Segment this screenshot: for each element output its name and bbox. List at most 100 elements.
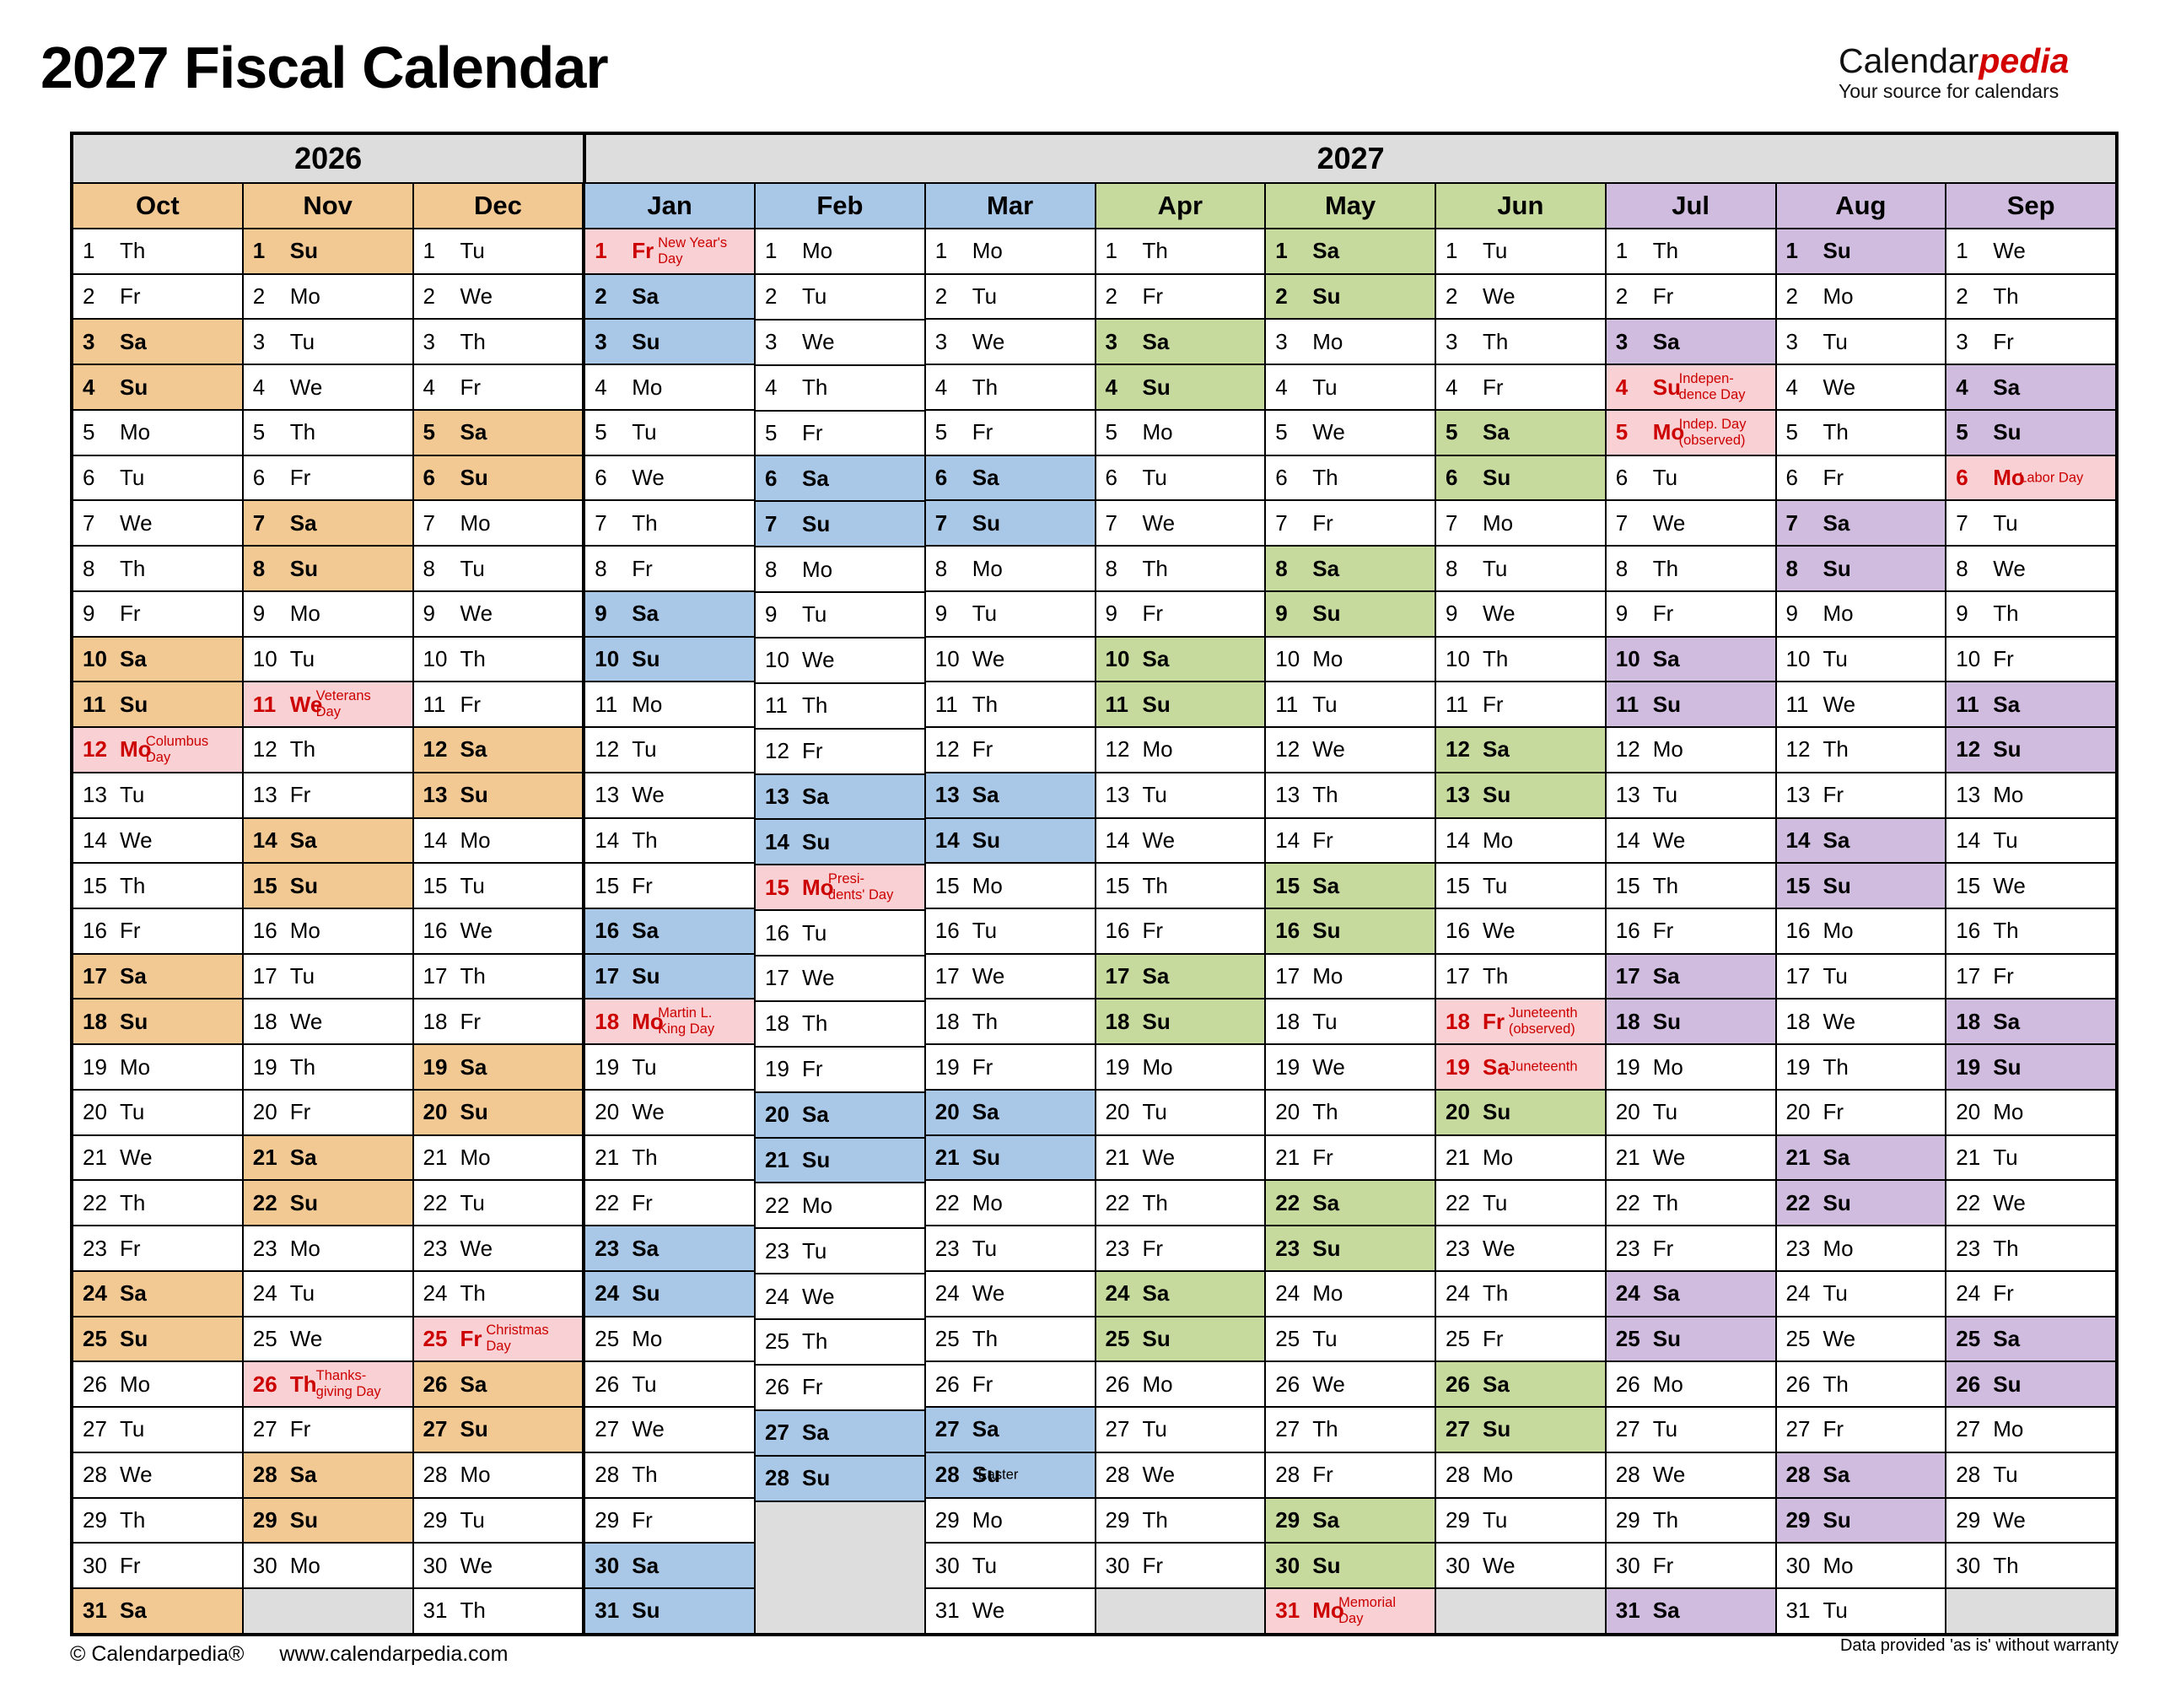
day-number: 11 — [934, 691, 958, 717]
day-cell-jul-6: 6 Tu — [1606, 455, 1775, 502]
day-number: 20 — [595, 1099, 620, 1125]
weekday-label: Mo — [1312, 1280, 1343, 1307]
logo-tagline: Your source for calendars — [1839, 80, 2059, 102]
weekday-label: Fr — [632, 238, 654, 264]
day-number: 27 — [83, 1416, 107, 1442]
day-cell-aug-1: 1 Su — [1776, 229, 1946, 275]
month-header-row: Oct Nov Dec Jan Feb Mar Apr May Jun Jul Aug Sep — [73, 184, 2115, 229]
day-number: 30 — [934, 1552, 960, 1578]
day-cell-apr-4: 4 Su — [1096, 365, 1265, 411]
weekday-label: Su — [1142, 1008, 1171, 1034]
day-number: 22 — [252, 1189, 277, 1215]
day-cell-jan-4: 4 Mo — [585, 365, 754, 411]
day-number: 8 — [1446, 555, 1458, 581]
day-cell-mar-30: 30 Tu — [925, 1544, 1095, 1590]
weekday-label: Su — [972, 827, 1000, 853]
day-cell-sep-3: 3 Fr — [1946, 320, 2115, 366]
day-cell-aug-25: 25 We — [1776, 1317, 1946, 1363]
weekday-label: Mo — [1142, 1053, 1173, 1080]
weekday-label: We — [632, 1099, 665, 1125]
day-cell-apr-1: 1 Th — [1096, 229, 1265, 275]
weekday-label: Th — [1652, 1506, 1679, 1533]
empty-cell-feb — [756, 1501, 924, 1634]
day-cell-aug-27: 27 Fr — [1776, 1408, 1946, 1453]
day-number: 24 — [595, 1280, 620, 1307]
day-number: 17 — [1785, 963, 1811, 989]
weekday-label: Sa — [1483, 1053, 1510, 1080]
weekday-label: We — [460, 283, 493, 310]
day-number: 22 — [423, 1189, 448, 1215]
day-cell-may-13: 13 Th — [1266, 773, 1435, 819]
day-number: 9 — [423, 601, 435, 627]
day-cell-jul-4: 4 Su Indepen- dence Day — [1606, 365, 1775, 411]
day-number: 15 — [1785, 872, 1811, 898]
weekday-label: Mo — [1142, 419, 1173, 445]
weekday-label: Su — [1993, 1371, 2022, 1397]
weekday-label: Su — [1142, 1325, 1171, 1351]
day-cell-sep-12: 12 Su — [1946, 728, 2115, 773]
day-number: 4 — [252, 374, 266, 400]
logo-brand: Calendarpedia — [1839, 44, 2142, 78]
weekday-label: Su — [1312, 283, 1341, 310]
day-number: 27 — [1275, 1416, 1300, 1442]
weekday-label: Fr — [120, 918, 141, 944]
day-cell-may-10: 10 Mo — [1266, 637, 1435, 683]
day-number: 25 — [934, 1325, 960, 1351]
day-number: 1 — [252, 238, 266, 264]
weekday-label: We — [1312, 1053, 1345, 1080]
day-cell-jul-22: 22 Th — [1606, 1181, 1775, 1227]
weekday-label: Fr — [1993, 328, 2014, 354]
day-number: 24 — [1615, 1280, 1640, 1307]
day-cell-jun-2: 2 We — [1436, 274, 1605, 321]
day-cell-nov-4: 4 We — [243, 365, 412, 411]
weekday-label: Fr — [1652, 601, 1674, 627]
day-cell-jun-5: 5 Sa — [1436, 410, 1605, 456]
day-number: 19 — [423, 1053, 448, 1080]
day-cell-sep-4: 4 Sa — [1946, 365, 2115, 411]
day-number: 12 — [1956, 736, 1981, 762]
weekday-label: Su — [289, 872, 318, 898]
weekday-label: Tu — [1483, 872, 1508, 898]
footer-url[interactable]: www.calendarpedia.com — [279, 1642, 509, 1666]
holiday-label-dec-25: Christmas Day — [486, 1323, 549, 1355]
day-number: 23 — [1956, 1235, 1981, 1261]
day-cell-aug-28: 28 Sa — [1776, 1452, 1946, 1499]
year-header-row: 2026 2027 — [73, 135, 2115, 184]
day-cell-may-21: 21 Fr — [1266, 1135, 1435, 1182]
weekday-label: Fr — [802, 1056, 823, 1082]
day-number: 30 — [1785, 1552, 1811, 1578]
day-cell-dec-3: 3 Th — [413, 320, 583, 366]
day-cell-sep-19: 19 Su — [1946, 1045, 2115, 1091]
weekday-label: Fr — [120, 601, 141, 627]
weekday-label: Fr — [802, 1374, 823, 1400]
weekday-label: Su — [120, 1325, 148, 1351]
weekday-label: Su — [1142, 691, 1171, 717]
day-cell-may-7: 7 Fr — [1266, 501, 1435, 547]
day-number: 8 — [423, 555, 435, 581]
day-number: 23 — [423, 1235, 448, 1261]
day-number: 29 — [1615, 1506, 1640, 1533]
weekday-label: Sa — [1483, 1371, 1510, 1397]
day-cell-dec-27: 27 Su — [413, 1408, 583, 1453]
day-cell-oct-16: 16 Fr — [73, 909, 242, 955]
day-number: 14 — [1956, 827, 1981, 853]
day-cell-mar-1: 1 Mo — [925, 229, 1095, 275]
day-cell-apr-30: 30 Fr — [1096, 1544, 1265, 1590]
day-number: 18 — [1446, 1008, 1470, 1034]
day-cell-oct-27: 27 Tu — [73, 1408, 242, 1453]
day-number: 3 — [1956, 328, 1968, 354]
weekday-label: Mo — [1822, 283, 1854, 310]
day-cell-sep-23: 23 Th — [1946, 1226, 2115, 1272]
day-number: 6 — [1105, 465, 1117, 491]
weekday-label: Tu — [1142, 782, 1167, 808]
day-number: 10 — [252, 645, 277, 671]
day-cell-may-26: 26 We — [1266, 1362, 1435, 1409]
weekday-label: Sa — [1142, 963, 1170, 989]
day-number: 17 — [1615, 963, 1640, 989]
day-number: 10 — [934, 645, 960, 671]
day-cell-sep-6: 6 Mo Labor Day — [1946, 455, 2115, 502]
weekday-label: Fr — [1822, 1099, 1844, 1125]
day-cell-jul-11: 11 Su — [1606, 682, 1775, 729]
day-number: 8 — [1785, 555, 1798, 581]
day-cell-jan-3: 3 Su — [585, 320, 754, 366]
